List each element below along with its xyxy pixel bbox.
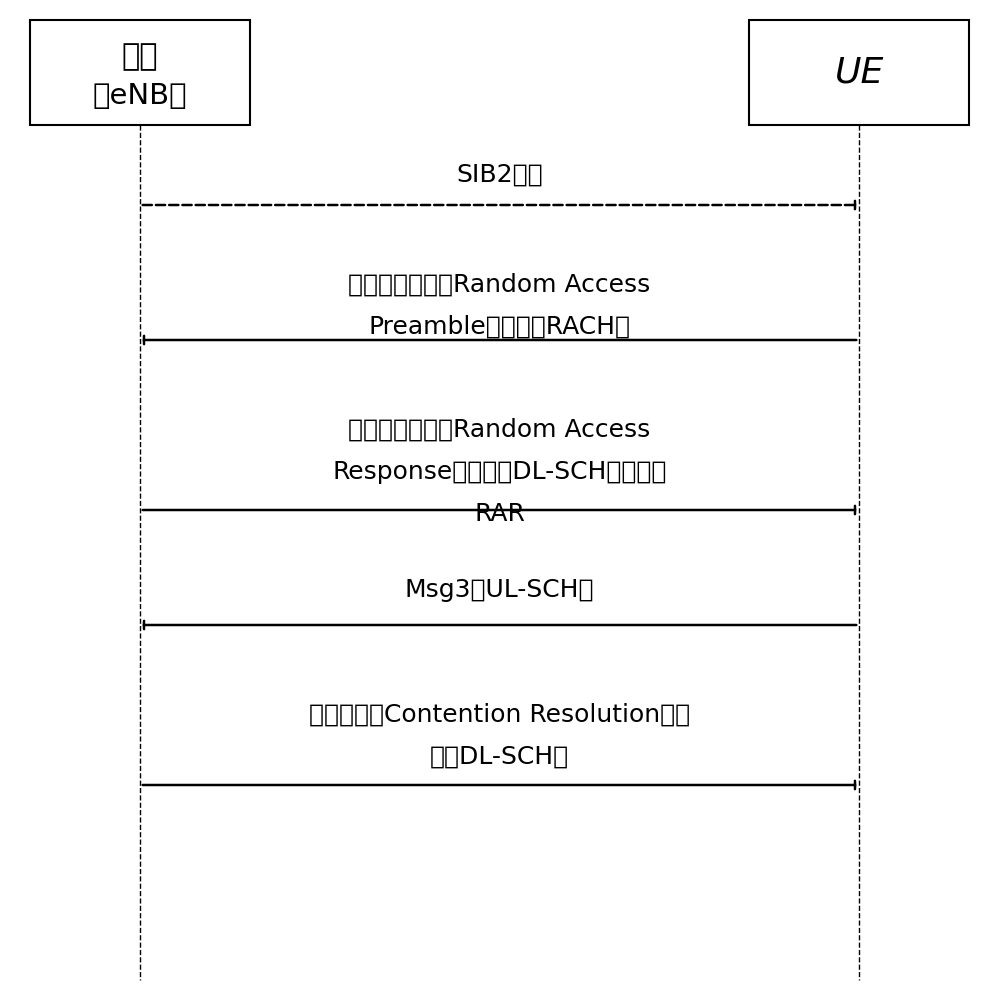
- Bar: [30, 20, 250, 125]
- Text: 基站: 基站: [122, 42, 158, 71]
- Text: Response）消息（DL-SCH），携带: Response）消息（DL-SCH），携带: [333, 460, 666, 484]
- Text: Preamble）消息（RACH）: Preamble）消息（RACH）: [369, 315, 630, 339]
- Text: 随机接入响应（Random Access: 随机接入响应（Random Access: [349, 418, 650, 442]
- Text: UE: UE: [834, 55, 884, 90]
- Text: （eNB）: （eNB）: [93, 82, 187, 110]
- Text: RAR: RAR: [475, 502, 524, 526]
- Text: SIB2消息: SIB2消息: [457, 163, 542, 187]
- Text: 息（DL-SCH）: 息（DL-SCH）: [430, 745, 569, 769]
- Text: 随机接入前导（Random Access: 随机接入前导（Random Access: [349, 273, 650, 297]
- Bar: [749, 20, 969, 125]
- Text: Msg3（UL-SCH）: Msg3（UL-SCH）: [405, 578, 594, 602]
- Text: 冲突解决（Contention Resolution）信: 冲突解决（Contention Resolution）信: [309, 703, 690, 727]
